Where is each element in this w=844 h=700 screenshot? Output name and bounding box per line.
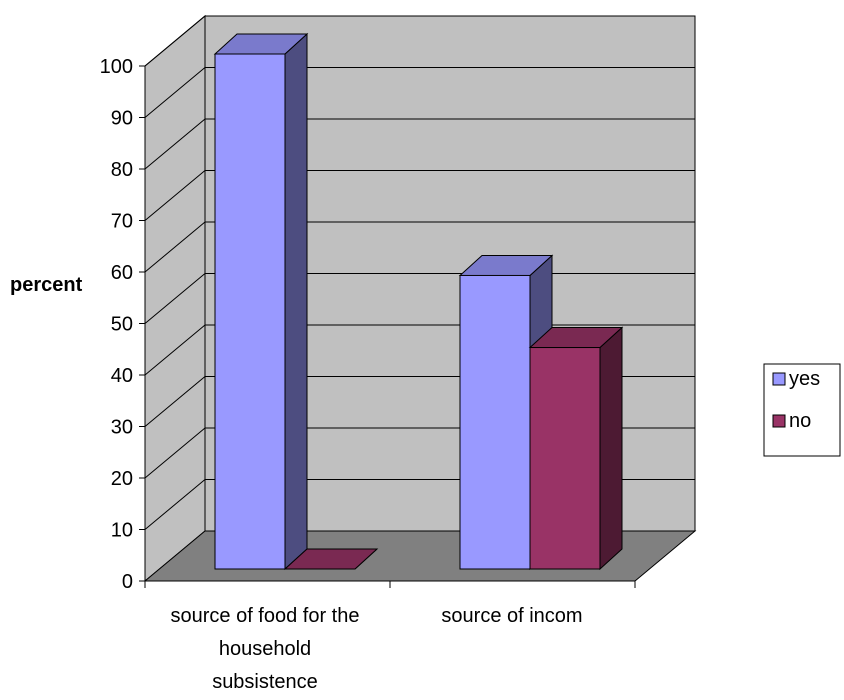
x-category-label-line: subsistence: [212, 671, 318, 693]
bar-yes-0: [213, 32, 309, 571]
y-tick-label: 40: [111, 365, 133, 387]
axes: [139, 65, 636, 588]
gridline-side: [144, 15, 206, 67]
bar-front-face: [459, 274, 531, 570]
gridline-side: [144, 67, 206, 118]
bars: [213, 32, 624, 571]
legend-label-no: no: [789, 410, 811, 432]
bar-side-face: [599, 326, 623, 571]
gridline-side: [144, 170, 206, 221]
gridline-side: [144, 221, 206, 273]
legend: yes no: [763, 363, 841, 457]
gridline-side: [144, 324, 206, 376]
y-tick-label: 80: [111, 159, 133, 181]
x-category-label-line: household: [219, 638, 311, 660]
gridline-side: [144, 273, 206, 324]
bar-front-face: [529, 347, 601, 570]
bar-top-face: [283, 548, 379, 570]
y-tick-label: 30: [111, 417, 133, 439]
y-tick-label: 90: [111, 108, 133, 130]
y-tick-label: 60: [111, 262, 133, 284]
bar-front-face: [214, 53, 286, 570]
gridline-side: [144, 427, 206, 479]
y-tick-labels: 0 10 20 30 40 50 60 70 80 90 100: [100, 56, 133, 593]
y-tick-label: 70: [111, 211, 133, 233]
y-tick-label: 100: [100, 56, 133, 78]
bar-no-1: [528, 326, 624, 571]
y-tick-label: 10: [111, 520, 133, 542]
x-category-label-line: source of incom: [441, 605, 582, 627]
x-category-label-line: source of food for the: [170, 605, 359, 627]
legend-label-yes: yes: [789, 368, 820, 390]
y-axis-title: percent: [10, 274, 83, 296]
x-category-label: source of food for the household subsisten…: [170, 605, 359, 693]
gridline-side: [144, 479, 206, 530]
y-tick-label: 20: [111, 468, 133, 490]
x-category-labels: source of food for the household subsisten…: [170, 605, 582, 693]
bar-side-face: [284, 32, 308, 571]
x-category-label: source of incom: [441, 605, 582, 627]
gridline-side: [144, 376, 206, 427]
legend-swatch-yes: [772, 372, 786, 386]
y-tick-label: 50: [111, 314, 133, 336]
gridline-side: [144, 118, 206, 170]
y-tick-label: 0: [122, 571, 133, 593]
legend-swatch-no: [772, 414, 786, 428]
bar-no-0: [283, 548, 379, 570]
